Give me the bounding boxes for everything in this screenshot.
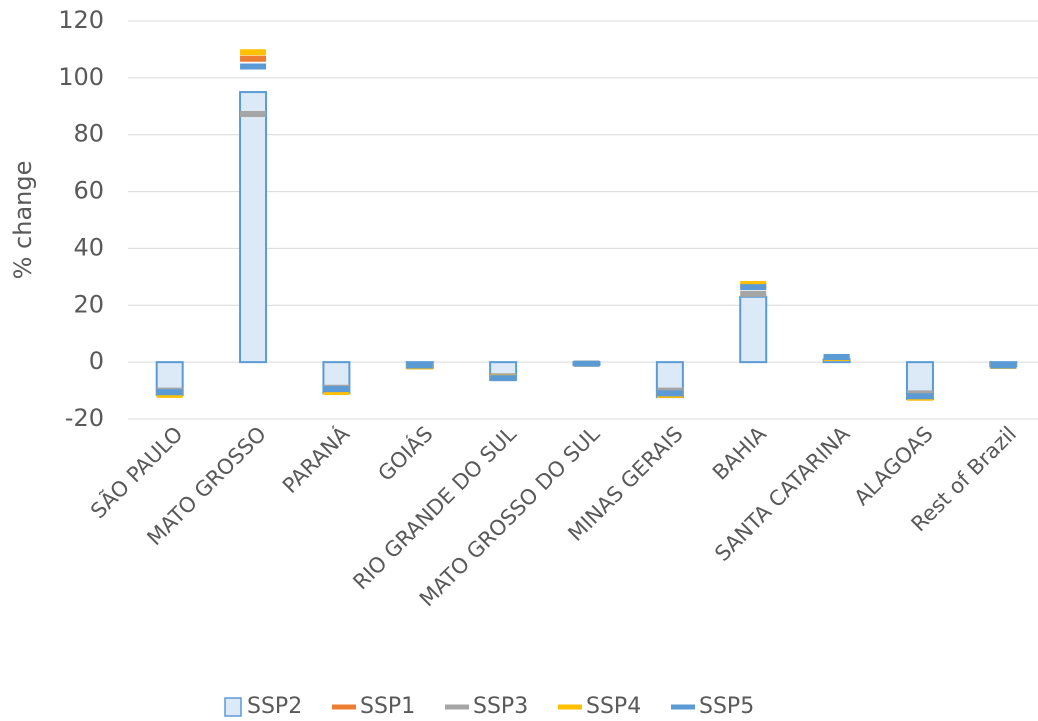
bar [739, 295, 768, 364]
y-tick-label: 20 [73, 290, 104, 318]
x-tick-label: GOIÁS [373, 421, 438, 486]
y-tick-label: 60 [73, 177, 104, 205]
legend-swatch [224, 697, 242, 717]
y-tick-label: 0 [89, 347, 104, 375]
y-tick-label: 80 [73, 120, 104, 148]
y-axis-label: % change [9, 161, 37, 280]
legend-label: SSP1 [360, 694, 415, 719]
y-tick-label: -20 [65, 404, 104, 432]
legend-label: SSP3 [473, 694, 528, 719]
y-tick-label: 120 [58, 6, 104, 34]
legend-label: SSP4 [586, 694, 641, 719]
y-tick-label: 40 [73, 233, 104, 261]
legend-label: SSP5 [699, 694, 754, 719]
x-tick-label: ALAGOAS [850, 422, 938, 510]
legend-label: SSP2 [247, 694, 302, 719]
x-tick-label: BAHIA [708, 421, 771, 484]
x-tick-label: RIO GRANDE DO SUL [348, 422, 521, 595]
x-tick-label: PARANÁ [277, 421, 354, 498]
bar [239, 91, 268, 364]
y-tick-label: 100 [58, 63, 104, 91]
